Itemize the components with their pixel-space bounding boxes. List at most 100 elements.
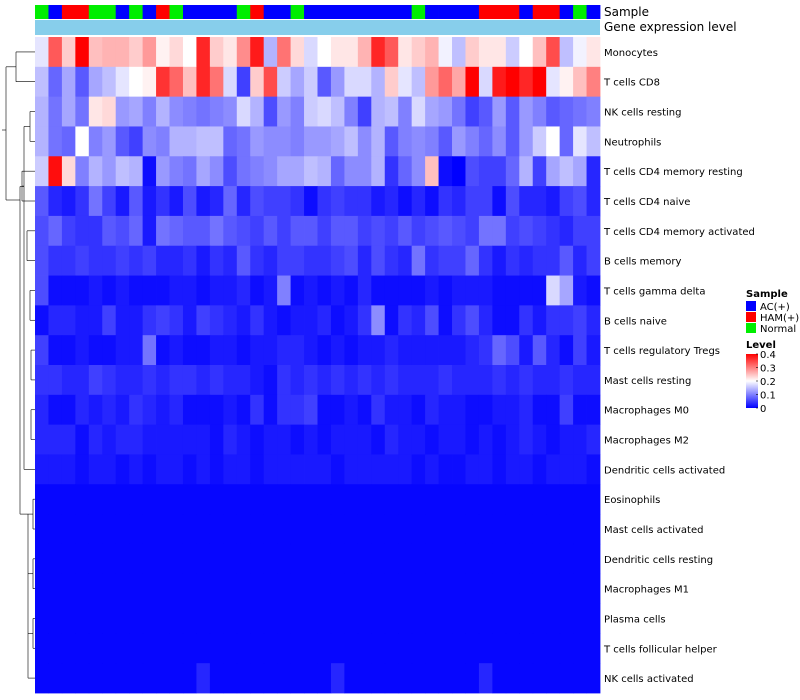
- heatmap-cell: [478, 186, 493, 217]
- heatmap-cell: [519, 603, 534, 634]
- heatmap-cell: [330, 663, 345, 694]
- sample-annotation-cell: [250, 5, 265, 19]
- heatmap-cell: [317, 215, 332, 247]
- heatmap-cell: [344, 543, 359, 575]
- sample-annotation-cell: [75, 5, 90, 19]
- heatmap-cell: [317, 365, 332, 396]
- row-label: Macrophages M1: [604, 585, 689, 596]
- heatmap-cell: [344, 424, 359, 455]
- sample-annotation-cell: [465, 5, 480, 19]
- heatmap-cell: [546, 633, 561, 664]
- heatmap-cell: [492, 66, 507, 98]
- heatmap-cell: [250, 126, 265, 157]
- heatmap-cell: [236, 603, 251, 634]
- heatmap-cell: [465, 96, 480, 127]
- heatmap-cell: [344, 365, 359, 396]
- heatmap-cell: [102, 365, 117, 396]
- heatmap-cell: [304, 335, 318, 366]
- heatmap-cell: [411, 305, 426, 336]
- heatmap-cell: [465, 663, 480, 694]
- sample-annotation-cell: [371, 5, 386, 19]
- heatmap-cell: [330, 573, 345, 604]
- heatmap-cell: [357, 126, 372, 157]
- heatmap-cell: [48, 305, 63, 336]
- heatmap-cell: [492, 186, 507, 217]
- heatmap-cell: [505, 186, 520, 217]
- heatmap-cell: [236, 514, 251, 545]
- heatmap-cell: [371, 37, 386, 68]
- heatmap-cell: [129, 245, 144, 276]
- sample-annotation-cell: [398, 5, 413, 19]
- heatmap-cell: [48, 663, 63, 694]
- heatmap-cell: [156, 215, 170, 247]
- heatmap-cell: [304, 514, 318, 545]
- heatmap-cell: [115, 633, 130, 664]
- heatmap-cell: [425, 514, 439, 545]
- heatmap-cell: [452, 335, 466, 366]
- heatmap-cell: [438, 245, 453, 276]
- heatmap-cell: [75, 633, 90, 664]
- heatmap-cell: [48, 454, 63, 485]
- row-label: T cells follicular helper: [603, 644, 718, 655]
- heatmap-cell: [35, 454, 49, 485]
- row-labels: Monocytes T cells CD8 NK cells resting Neut…: [603, 48, 755, 685]
- heatmap-cell: [304, 245, 318, 276]
- heatmap-cell: [115, 543, 130, 575]
- heatmap-cell: [61, 126, 76, 157]
- heatmap-cell: [75, 573, 90, 604]
- heatmap-cell: [465, 66, 480, 98]
- legend-tick-label: 0: [760, 404, 766, 415]
- heatmap-cell: [142, 245, 157, 276]
- heatmap-cell: [438, 335, 453, 366]
- heatmap-cell: [290, 186, 305, 217]
- heatmap-cell: [398, 37, 413, 68]
- heatmap-cell: [35, 543, 49, 575]
- heatmap-cell: [142, 543, 157, 575]
- heatmap-cell: [61, 245, 76, 276]
- heatmap-cell: [344, 96, 359, 127]
- heatmap-cell: [182, 663, 197, 694]
- heatmap-cell: [290, 484, 305, 515]
- heatmap-cell: [384, 37, 399, 68]
- heatmap-cell: [438, 215, 453, 247]
- heatmap-cell: [236, 573, 251, 604]
- heatmap-cell: [559, 37, 574, 68]
- heatmap-cell: [492, 603, 507, 634]
- heatmap-cell: [88, 305, 103, 336]
- heatmap-cell: [142, 215, 157, 247]
- heatmap-cell: [75, 543, 90, 575]
- heatmap-cell: [236, 663, 251, 694]
- heatmap-cell: [357, 514, 372, 545]
- heatmap-cell: [573, 633, 587, 664]
- heatmap-cell: [371, 454, 386, 485]
- heatmap-cell: [236, 96, 251, 127]
- heatmap-cell: [452, 543, 466, 575]
- row-dendrogram: [2, 51, 35, 679]
- heatmap-cell: [75, 37, 90, 68]
- heatmap-cell: [532, 305, 547, 336]
- heatmap-cell: [505, 305, 520, 336]
- row-label: Dendritic cells activated: [604, 465, 725, 476]
- heatmap-cell: [129, 335, 144, 366]
- heatmap-cell: [505, 335, 520, 366]
- heatmap-cell: [102, 573, 117, 604]
- heatmap-cell: [277, 424, 291, 455]
- heatmap-cell: [61, 156, 76, 187]
- sample-annotation-cell: [277, 5, 291, 19]
- heatmap-cell: [546, 424, 561, 455]
- row-label: B cells naive: [604, 316, 667, 327]
- heatmap-cell: [196, 633, 211, 664]
- heatmap-cell: [304, 484, 318, 515]
- heatmap-cell: [142, 156, 157, 187]
- heatmap-cell: [371, 126, 386, 157]
- heatmap-cell: [290, 633, 305, 664]
- heatmap-cell: [505, 543, 520, 575]
- heatmap-cell: [411, 573, 426, 604]
- row-label: T cells regulatory Tregs: [603, 346, 720, 357]
- heatmap-cell: [478, 156, 493, 187]
- heatmap-cell: [573, 126, 587, 157]
- heatmap-cell: [546, 66, 561, 98]
- heatmap-cell: [48, 245, 63, 276]
- heatmap-cell: [452, 663, 466, 694]
- heatmap-cell: [465, 424, 480, 455]
